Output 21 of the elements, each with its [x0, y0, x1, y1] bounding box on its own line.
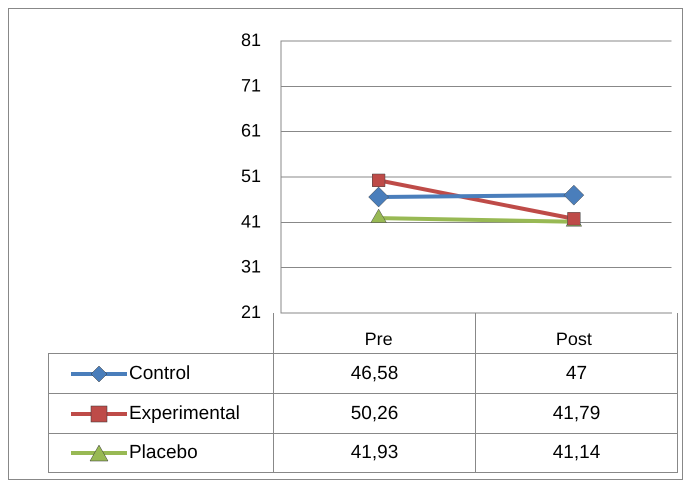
y-tick-label: 61	[240, 120, 261, 141]
data-label: 47	[476, 354, 678, 393]
data-label: 41,79	[476, 394, 678, 433]
point	[368, 186, 389, 208]
point	[564, 184, 584, 206]
data-label: 41,14	[476, 434, 678, 472]
point	[372, 174, 386, 187]
legend-label: Experimental	[129, 402, 240, 424]
legend-label: Control	[129, 362, 190, 384]
y-tick-label: 21	[240, 302, 261, 322]
y-tick-label: 81	[240, 30, 261, 50]
legend-label: Placebo	[129, 442, 198, 464]
y-tick-label: 71	[240, 75, 261, 96]
x-tick-label: Post	[556, 328, 592, 349]
data-label: 41,93	[274, 434, 476, 472]
y-tick-label: 41	[240, 211, 261, 232]
y-tick-label: 31	[240, 256, 261, 277]
data-label: 50,26	[274, 394, 476, 433]
x-tick-label: Pre	[364, 328, 393, 349]
data-label: 46,58	[274, 354, 476, 393]
y-tick-label: 51	[240, 166, 261, 186]
